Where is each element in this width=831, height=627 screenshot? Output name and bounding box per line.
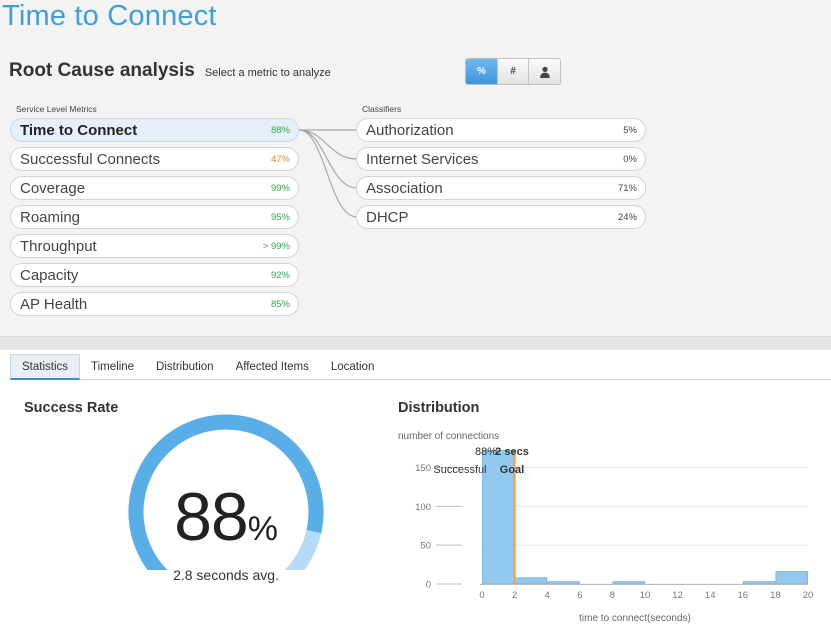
x-tick-label: 10 bbox=[640, 590, 651, 601]
metric-value: 88% bbox=[270, 124, 290, 136]
classifier-label: DHCP bbox=[366, 208, 409, 226]
tab-bar: Statistics Timeline Distribution Affecte… bbox=[10, 354, 831, 380]
rca-subtitle: Select a metric to analyze bbox=[204, 67, 331, 79]
success-rate-value: 88% bbox=[120, 478, 332, 556]
distribution-x-axis-label: time to connect(seconds) bbox=[579, 613, 691, 624]
section-divider bbox=[0, 336, 831, 350]
histogram-bar bbox=[612, 581, 645, 585]
metric-label: Roaming bbox=[20, 208, 81, 226]
person-icon bbox=[539, 66, 550, 78]
classifier-value: 71% bbox=[617, 182, 637, 194]
metric-label: Time to Connect bbox=[20, 121, 138, 139]
histogram-bar bbox=[775, 571, 808, 585]
metric-value: 85% bbox=[270, 298, 290, 310]
success-rate-number: 88 bbox=[174, 479, 249, 555]
metric-label: AP Health bbox=[20, 295, 88, 313]
x-tick-label: 2 bbox=[512, 590, 517, 601]
rca-header: Root Cause analysis Select a metric to a… bbox=[9, 60, 331, 82]
classifier-value: 24% bbox=[617, 211, 637, 223]
x-tick-label: 16 bbox=[738, 590, 749, 601]
success-label-annotation: Successful bbox=[433, 464, 486, 476]
unit-toggle-group: % # bbox=[465, 58, 561, 85]
x-tick-label: 20 bbox=[803, 590, 814, 601]
metric-value: > 99% bbox=[262, 240, 290, 252]
average-time-caption: 2.8 seconds avg. bbox=[173, 567, 279, 583]
classifier-authorization[interactable]: Authorization 5% bbox=[356, 118, 646, 142]
classifiers-section-label: Classifiers bbox=[362, 104, 402, 114]
metric-value: 92% bbox=[270, 269, 290, 281]
metric-value: 47% bbox=[270, 153, 290, 165]
classifier-dhcp[interactable]: DHCP 24% bbox=[356, 205, 646, 229]
goal-value-annotation: 2 secs bbox=[495, 446, 529, 458]
metric-ap-health[interactable]: AP Health 85% bbox=[10, 292, 299, 316]
metric-label: Capacity bbox=[20, 266, 79, 284]
distribution-chart: 0 50 100 150 0 2 4 6 8 10 12 14 16 18 20 88% Successfu… bbox=[415, 446, 814, 624]
y-tick-label: 100 bbox=[415, 502, 431, 513]
metric-successful-connects[interactable]: Successful Connects 47% bbox=[10, 147, 299, 171]
y-tick-label: 0 bbox=[426, 580, 431, 591]
tab-distribution[interactable]: Distribution bbox=[156, 361, 214, 373]
classifier-label: Association bbox=[366, 179, 443, 197]
metric-capacity[interactable]: Capacity 92% bbox=[10, 263, 299, 287]
details-panel: Statistics Timeline Distribution Affecte… bbox=[0, 350, 831, 627]
classifier-connector-lines bbox=[298, 129, 358, 218]
y-tick-label: 50 bbox=[420, 541, 431, 552]
tab-statistics[interactable]: Statistics bbox=[10, 354, 81, 380]
x-tick-label: 18 bbox=[770, 590, 781, 601]
page-title: Time to Connect bbox=[2, 0, 217, 32]
success-rate-gauge bbox=[128, 414, 324, 570]
histogram-bar bbox=[742, 581, 776, 585]
tab-location[interactable]: Location bbox=[330, 361, 375, 373]
classifier-label: Internet Services bbox=[366, 150, 479, 168]
metric-time-to-connect[interactable]: Time to Connect 88% bbox=[10, 118, 299, 142]
tab-timeline[interactable]: Timeline bbox=[91, 361, 135, 373]
metric-label: Successful Connects bbox=[20, 150, 161, 168]
success-rate-title: Success Rate bbox=[24, 400, 119, 416]
x-tick-label: 4 bbox=[545, 590, 550, 601]
metric-coverage[interactable]: Coverage 99% bbox=[10, 176, 299, 200]
goal-label-annotation: Goal bbox=[500, 464, 524, 476]
classifier-internet-services[interactable]: Internet Services 0% bbox=[356, 147, 646, 171]
metric-value: 95% bbox=[270, 211, 290, 223]
metric-roaming[interactable]: Roaming 95% bbox=[10, 205, 299, 229]
x-tick-label: 6 bbox=[577, 590, 582, 601]
success-rate-unit: % bbox=[247, 510, 278, 548]
metrics-section-label: Service Level Metrics bbox=[16, 104, 97, 114]
classifier-value: 0% bbox=[623, 153, 637, 165]
rca-title: Root Cause analysis bbox=[9, 60, 195, 81]
metric-value: 99% bbox=[270, 182, 290, 194]
metric-label: Coverage bbox=[20, 179, 86, 197]
count-toggle-button[interactable]: # bbox=[497, 59, 528, 84]
x-tick-label: 0 bbox=[479, 590, 484, 601]
metric-throughput[interactable]: Throughput > 99% bbox=[10, 234, 299, 258]
classifier-value: 5% bbox=[623, 124, 637, 136]
classifier-association[interactable]: Association 71% bbox=[356, 176, 646, 200]
histogram-bar bbox=[514, 577, 548, 585]
distribution-y-axis-label: number of connections bbox=[398, 431, 500, 442]
success-pct-annotation: 88% bbox=[475, 446, 497, 458]
y-tick-label: 150 bbox=[415, 463, 431, 474]
gauge-fill bbox=[128, 414, 324, 570]
metric-label: Throughput bbox=[20, 237, 97, 255]
x-tick-label: 12 bbox=[672, 590, 683, 601]
users-toggle-button[interactable] bbox=[528, 59, 560, 84]
x-tick-label: 8 bbox=[610, 590, 615, 601]
classifier-label: Authorization bbox=[366, 121, 454, 139]
distribution-title: Distribution bbox=[398, 400, 480, 416]
x-tick-label: 14 bbox=[705, 590, 716, 601]
histogram-bar bbox=[547, 581, 580, 585]
percent-toggle-button[interactable]: % bbox=[466, 59, 497, 84]
tab-affected-items[interactable]: Affected Items bbox=[235, 361, 309, 373]
